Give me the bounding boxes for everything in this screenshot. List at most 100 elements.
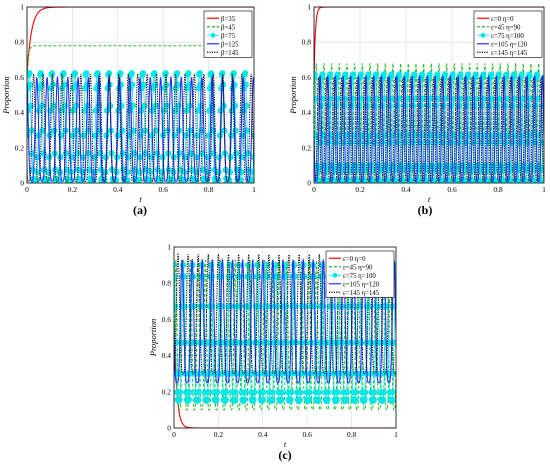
legend-label: ε=105 η=120	[343, 281, 380, 288]
legend-label: ε=45 η=90	[491, 24, 521, 31]
series-line	[174, 258, 396, 384]
series-marker	[219, 70, 226, 77]
x-tick-label: 0	[25, 185, 29, 194]
y-tick-label: 0.6	[162, 315, 172, 324]
series-marker	[352, 389, 360, 396]
series-marker	[526, 95, 534, 102]
series-marker	[129, 102, 137, 109]
series-marker	[334, 71, 341, 78]
y-tick-label: 0.8	[302, 38, 312, 47]
series-marker	[388, 95, 396, 102]
series-marker	[176, 396, 183, 403]
y-tick-label: 0.8	[15, 38, 25, 47]
series-marker	[418, 71, 426, 78]
series-marker	[361, 396, 368, 403]
series-marker	[249, 169, 254, 176]
series-marker	[370, 396, 377, 403]
series-marker	[243, 102, 250, 109]
series-marker	[388, 71, 395, 78]
x-tick-label: 0.6	[303, 430, 313, 439]
x-axis-label: t	[428, 194, 431, 204]
series-marker	[174, 262, 178, 269]
series-marker	[69, 132, 76, 139]
x-tick-label: 0.8	[493, 185, 503, 194]
series-marker	[278, 389, 286, 396]
series-marker	[251, 389, 258, 396]
series-marker	[182, 339, 189, 346]
series-marker	[185, 70, 192, 77]
series-marker	[278, 396, 285, 403]
series-line	[27, 73, 254, 182]
legend-label: β=75	[221, 33, 236, 40]
y-tick-label: 0.2	[162, 387, 172, 396]
series-marker	[37, 70, 44, 77]
series-marker	[297, 389, 304, 396]
series-marker	[177, 389, 184, 396]
x-tick-label: 0.2	[68, 185, 78, 194]
series-marker	[310, 273, 317, 280]
series-marker	[27, 70, 33, 77]
series-marker	[315, 389, 323, 396]
series-marker	[27, 81, 34, 88]
legend-label: ε=145 η=145	[343, 290, 380, 297]
x-tick-label: 0.2	[355, 185, 365, 194]
series-marker	[73, 127, 80, 134]
series-marker	[305, 396, 313, 403]
series-marker	[350, 95, 357, 102]
series-marker	[314, 71, 318, 78]
y-tick-label: 1	[307, 3, 311, 12]
series-marker	[56, 169, 63, 176]
y-axis-label: Proportion	[148, 319, 158, 357]
series-marker	[151, 70, 158, 77]
y-tick-label: 0.4	[302, 108, 312, 117]
series-marker	[250, 396, 257, 403]
series-marker	[381, 95, 388, 102]
series-marker	[279, 370, 286, 377]
series-marker	[473, 95, 480, 102]
legend-label: β=125	[221, 41, 239, 48]
legend-label: β=45	[221, 24, 236, 31]
series-marker	[222, 396, 229, 403]
series-marker	[49, 70, 56, 77]
plot-frame	[313, 6, 545, 184]
series-marker	[162, 70, 169, 77]
series-marker	[231, 396, 239, 403]
y-tick-label: 0.8	[162, 279, 172, 288]
series-marker	[186, 389, 193, 396]
series-marker	[242, 70, 249, 77]
legend-label: ε=145 η=145	[491, 50, 528, 57]
series-marker	[372, 71, 380, 78]
x-axis-label: t	[139, 194, 142, 204]
y-tick-label: 0	[167, 424, 171, 433]
series-marker	[503, 71, 510, 78]
series-marker	[403, 71, 410, 78]
series-marker	[199, 273, 206, 280]
y-axis-label: Proportion	[288, 76, 298, 114]
legend-marker	[332, 272, 338, 278]
plot-frame	[173, 246, 397, 429]
series-marker	[180, 273, 187, 280]
y-tick-label: 0.4	[15, 108, 25, 117]
series-marker	[335, 95, 342, 102]
series-marker	[441, 71, 449, 78]
series-marker	[194, 132, 201, 139]
y-tick-label: 1	[167, 243, 171, 252]
series-marker	[319, 71, 326, 78]
series-marker	[306, 389, 313, 396]
x-tick-label: 0	[172, 430, 176, 439]
series-marker	[147, 169, 154, 176]
series-marker	[208, 70, 215, 77]
series-marker	[365, 95, 373, 102]
series-marker	[287, 396, 294, 403]
series-marker	[44, 176, 51, 183]
series-marker	[342, 396, 350, 403]
series-marker	[426, 71, 433, 78]
series-marker	[334, 389, 341, 396]
panel-b: 0 0.2 0.4 0.6 0.8 1 0 0.2 0.4 0.6 0.8 1 t Proportion ε…	[288, 3, 546, 205]
x-axis-label: t	[284, 439, 287, 449]
series-marker	[449, 71, 456, 78]
y-axis-label: Proportion	[1, 76, 11, 114]
series-marker	[254, 273, 261, 280]
series-marker	[232, 389, 239, 396]
series-marker	[389, 396, 396, 403]
